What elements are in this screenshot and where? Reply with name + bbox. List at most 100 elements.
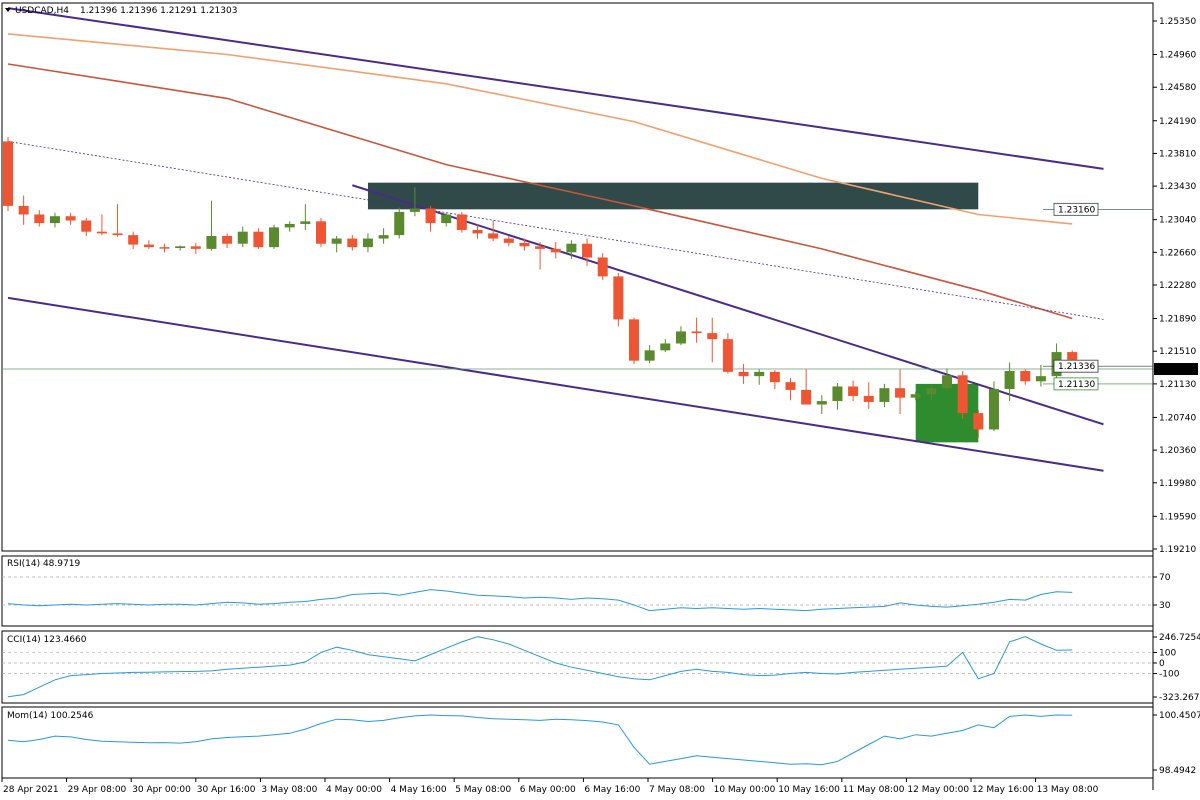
candle-body [738, 371, 749, 377]
collapse-arrow-icon[interactable] [5, 8, 11, 12]
y-tick-label: 1.22280 [1159, 281, 1196, 291]
candle-body [3, 141, 13, 206]
candle-body [441, 214, 452, 224]
trendline-3 [7, 140, 1104, 320]
candle-body [785, 382, 796, 390]
supply-zone [367, 182, 979, 210]
candle-body [675, 331, 686, 344]
rsi-y-tick-label: 70 [1159, 573, 1171, 583]
cci-y-tick-label: 100 [1159, 648, 1176, 658]
rsi-title: RSI(14) 48.9719 [7, 559, 80, 569]
candle-body [801, 389, 812, 405]
cci-y-tick-label: 246.7254 [1159, 633, 1200, 643]
candle-body [284, 223, 295, 228]
mom-y-tick-label: 100.4507 [1159, 711, 1200, 721]
candle-body [707, 333, 718, 340]
candle-body [1035, 376, 1046, 382]
candle-body [863, 395, 874, 402]
candle-body [222, 235, 233, 244]
y-tick-label: 1.24960 [1159, 51, 1196, 61]
x-tick-label: 5 May 08:00 [455, 785, 511, 795]
y-tick-label: 1.23430 [1159, 182, 1196, 192]
price-label-box [1053, 202, 1099, 216]
y-tick-label: 1.24190 [1159, 117, 1196, 127]
mom-y-tick-label: 98.4942 [1159, 766, 1196, 776]
y-tick-label: 1.20360 [1159, 446, 1196, 456]
overlay-layer [2, 7, 1153, 472]
zone-layer [367, 182, 979, 443]
y-tick-label: 1.19590 [1159, 512, 1196, 522]
candle-body [832, 386, 843, 402]
candle-body [128, 235, 139, 245]
x-tick-label: 30 Apr 16:00 [197, 785, 256, 795]
candle-body [143, 244, 154, 248]
candle-body [378, 235, 389, 239]
candle-body [660, 343, 671, 351]
candle-body [316, 221, 326, 244]
candle-body [456, 214, 467, 230]
candle-body [926, 388, 937, 395]
candle-body [175, 246, 186, 249]
candle-body [488, 233, 499, 239]
main-header: USDCAD,H4 1.21396 1.21396 1.21291 1.2130… [5, 6, 237, 16]
ohlc-text: 1.21396 1.21396 1.21291 1.21303 [80, 6, 237, 16]
x-tick-label: 11 May 08:00 [843, 785, 905, 795]
demand-zone [915, 383, 979, 443]
symbol-label: USDCAD,H4 [15, 6, 69, 16]
current-price-text: 1.21303 [1157, 365, 1194, 375]
rsi-y-tick-label: 30 [1159, 601, 1171, 611]
moving-average-fast [7, 63, 1073, 320]
x-tick-label: 10 May 16:00 [778, 785, 840, 795]
candle-body [112, 233, 123, 236]
y-tick-label: 1.22660 [1159, 248, 1196, 258]
x-tick-label: 6 May 16:00 [584, 785, 640, 795]
y-tick-label: 1.24580 [1159, 83, 1196, 93]
candle-body [973, 413, 984, 430]
candle-body [691, 331, 702, 334]
rsi-line [7, 589, 1073, 612]
x-tick-label: 10 May 00:00 [714, 785, 776, 795]
y-tick-label: 1.21130 [1159, 380, 1196, 390]
candle-body [331, 238, 342, 244]
candle-body [629, 319, 639, 361]
x-tick-label: 12 May 00:00 [907, 785, 969, 795]
x-tick-label: 4 May 16:00 [391, 785, 447, 795]
candle-body [237, 231, 248, 244]
cci-y-tick-label: 0 [1159, 659, 1165, 669]
candle-body [503, 238, 514, 243]
x-tick-label: 29 Apr 08:00 [68, 785, 127, 795]
trendline-1 [7, 296, 1104, 472]
candle-body [394, 211, 405, 236]
candle-body [644, 350, 655, 361]
x-tick-label: 4 May 00:00 [326, 785, 382, 795]
candle-body [519, 242, 530, 247]
candle-body [347, 238, 358, 248]
x-tick-label: 7 May 08:00 [649, 785, 705, 795]
x-tick-label: 12 May 16:00 [972, 785, 1034, 795]
candle-body [362, 238, 373, 248]
candle-body [722, 339, 733, 372]
candle-body [425, 208, 436, 224]
candle-body [49, 216, 60, 224]
axes-layer: 1.25350 1.24960 1.24580 1.24190 1.23810 1.234… [1, 3, 1198, 795]
candle-body [910, 394, 921, 398]
candle-body [65, 216, 76, 221]
candle-body [988, 389, 999, 430]
mom-line [7, 714, 1073, 766]
cci-y-tick-label: -100 [1159, 669, 1180, 679]
cci-title: CCI(14) 123.4660 [7, 635, 87, 645]
x-tick-label: 28 Apr 2021 [3, 785, 59, 795]
x-tick-label: 30 Apr 00:00 [132, 785, 191, 795]
candle-body [848, 386, 859, 396]
x-tick-label: 13 May 08:00 [1037, 785, 1099, 795]
y-tick-label: 1.25350 [1159, 17, 1196, 27]
candle-body [942, 375, 952, 389]
candle-body [566, 243, 577, 253]
y-tick-label: 1.23810 [1159, 149, 1196, 159]
candle-body [206, 235, 217, 249]
candle-body [1020, 370, 1031, 382]
candle-body [269, 227, 280, 248]
